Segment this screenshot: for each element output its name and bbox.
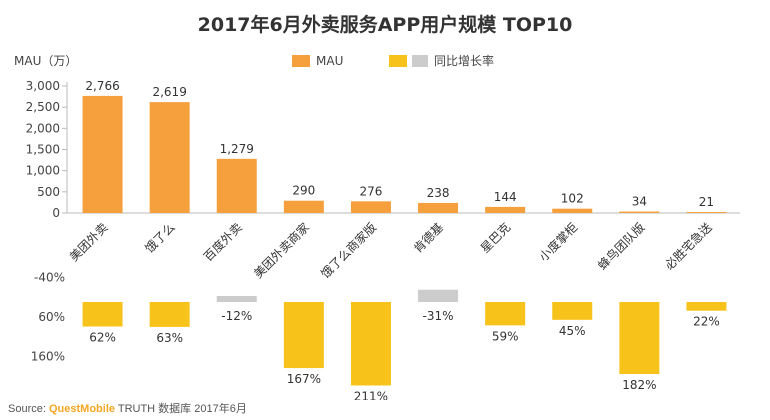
mau-value-label: 290 <box>292 184 315 198</box>
mau-value-label: 102 <box>561 192 584 206</box>
category-label: 蜂鸟团队版 <box>594 220 647 273</box>
growth-bar <box>216 296 257 302</box>
mau-bar <box>216 158 257 213</box>
growth-bar <box>485 302 526 326</box>
category-label: 饿了么 <box>142 220 177 255</box>
mau-bar <box>686 212 727 213</box>
growth-value-label: -12% <box>221 309 252 323</box>
source-prefix: Source: <box>8 403 46 415</box>
category-label: 饿了么商家版 <box>318 220 380 282</box>
growth-bar <box>552 302 593 320</box>
growth-value-label: 45% <box>559 324 586 338</box>
mau-bar <box>82 95 123 213</box>
legend-swatch-mau <box>292 55 310 67</box>
growth-bar <box>283 302 324 369</box>
y-axis-label: MAU（万） <box>14 54 77 68</box>
category-label: 肯德基 <box>410 220 446 256</box>
growth-value-label: 62% <box>89 331 116 345</box>
growth-value-label: 59% <box>492 329 519 343</box>
growth-tick-label: -40% <box>34 270 65 284</box>
source-brand: QuestMobile <box>48 403 115 415</box>
growth-bar <box>418 289 459 302</box>
growth-bar <box>149 302 190 327</box>
growth-value-label: 63% <box>156 331 183 345</box>
y-tick-label: 1,000 <box>26 164 60 178</box>
y-tick-label: 500 <box>37 185 60 199</box>
mau-value-label: 21 <box>699 195 714 209</box>
mau-bar <box>485 206 526 213</box>
growth-tick-label: 60% <box>38 310 65 324</box>
mau-value-label: 144 <box>494 190 517 204</box>
category-label: 小度掌柜 <box>536 220 581 265</box>
mau-bar <box>350 201 391 213</box>
growth-value-label: 182% <box>622 378 656 392</box>
mau-value-label: 276 <box>359 184 382 198</box>
category-label: 百度外卖 <box>200 220 245 265</box>
mau-value-label: 1,279 <box>220 142 254 156</box>
growth-value-label: 211% <box>354 389 388 400</box>
chart-title: 2017年6月外卖服务APP用户规模 TOP10 <box>198 13 573 36</box>
growth-bar <box>82 302 123 327</box>
y-tick-label: 2,500 <box>26 100 60 114</box>
growth-bar <box>619 302 660 374</box>
growth-value-label: 22% <box>693 315 720 329</box>
mau-bar <box>418 202 459 213</box>
mau-bar <box>283 200 324 213</box>
growth-bar <box>686 302 727 311</box>
source-note: Source: QuestMobile TRUTH 数据库 2017年6月 <box>8 400 247 416</box>
legend-label-growth: 同比增长率 <box>434 53 494 68</box>
mau-value-label: 2,766 <box>85 79 119 93</box>
growth-tick-label: 160% <box>31 350 65 364</box>
source-suffix: TRUTH 数据库 2017年6月 <box>117 403 247 415</box>
mau-value-label: 238 <box>427 186 450 200</box>
legend-swatch-growth-positive <box>389 55 407 67</box>
growth-value-label: -31% <box>423 309 454 323</box>
category-label: 必胜宅急送 <box>662 220 715 273</box>
growth-value-label: 167% <box>287 372 321 386</box>
category-label: 美团外卖 <box>67 220 111 264</box>
legend-swatch-growth-negative <box>412 55 428 67</box>
mau-value-label: 34 <box>632 195 647 209</box>
y-tick-label: 1,500 <box>26 143 60 157</box>
mau-bar <box>619 211 660 213</box>
growth-bar <box>350 302 391 386</box>
y-tick-label: 2,000 <box>26 121 60 135</box>
mau-bar <box>149 102 190 213</box>
y-tick-label: 0 <box>52 206 60 220</box>
category-label: 美团外卖商家 <box>250 220 312 282</box>
category-label: 星巴克 <box>478 220 513 255</box>
mau-bar <box>552 208 593 213</box>
chart-canvas: 2017年6月外卖服务APP用户规模 TOP10 MAU（万） MAU 同比增长率 0 5… <box>14 13 740 400</box>
y-tick-label: 3,000 <box>26 79 60 93</box>
mau-value-label: 2,619 <box>152 85 186 99</box>
legend-label-mau: MAU <box>316 54 343 68</box>
